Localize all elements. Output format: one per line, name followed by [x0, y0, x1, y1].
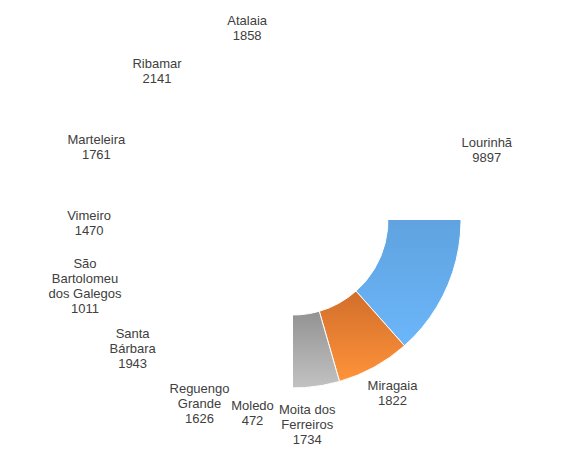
- label-name: Moita dosFerreiros: [279, 402, 336, 432]
- label-line: Vimeiro: [67, 208, 111, 223]
- label-line: Reguengo: [170, 381, 230, 396]
- data-label: Atalaia1858: [227, 13, 268, 43]
- label-line: Moledo: [231, 398, 274, 413]
- data-label: SantaBárbara1943: [109, 326, 156, 371]
- data-label: Moita dosFerreiros1734: [279, 402, 336, 447]
- label-line: Atalaia: [227, 13, 268, 28]
- data-label: Lourinhã9897: [461, 135, 512, 165]
- label-name: Miragaia: [368, 378, 419, 393]
- label-name: Marteleira: [67, 132, 126, 147]
- label-name: SãoBartolomeudos Galegos: [48, 256, 121, 301]
- label-line: dos Galegos: [48, 286, 121, 301]
- label-name: ReguengoGrande: [170, 381, 230, 411]
- label-value: 1761: [82, 147, 111, 162]
- label-name: Moledo: [231, 398, 274, 413]
- label-line: Ribamar: [132, 56, 182, 71]
- label-value: 1822: [378, 393, 407, 408]
- label-line: Santa: [116, 326, 151, 341]
- label-value: 1011: [71, 301, 99, 316]
- label-value: 2141: [143, 71, 172, 86]
- data-label: Moledo472: [231, 398, 274, 428]
- data-label: SãoBartolomeudos Galegos1011: [48, 256, 121, 316]
- label-value: 1734: [293, 432, 322, 447]
- label-line: Grande: [178, 396, 221, 411]
- label-value: 9897: [472, 150, 501, 165]
- label-line: Marteleira: [67, 132, 126, 147]
- label-line: Lourinhã: [461, 135, 512, 150]
- label-name: Atalaia: [227, 13, 268, 28]
- label-line: São: [73, 256, 96, 271]
- data-label: Marteleira1761: [67, 132, 126, 162]
- label-line: Bárbara: [109, 341, 156, 356]
- label-name: Vimeiro: [67, 208, 111, 223]
- label-value: 1470: [75, 223, 104, 238]
- data-label: Ribamar2141: [132, 56, 182, 86]
- chart: Lourinhã9897 Miragaia1822 Moita dosFerreir…: [0, 0, 587, 452]
- data-label: Miragaia1822: [368, 378, 419, 408]
- data-label: Vimeiro1470: [67, 208, 111, 238]
- label-name: Lourinhã: [461, 135, 512, 150]
- label-line: Miragaia: [368, 378, 419, 393]
- label-name: Ribamar: [132, 56, 182, 71]
- label-line: Bartolomeu: [52, 271, 118, 286]
- label-name: SantaBárbara: [109, 326, 156, 356]
- label-line: Moita dos: [279, 402, 336, 417]
- label-value: 1858: [233, 28, 262, 43]
- label-line: Ferreiros: [281, 417, 334, 432]
- label-value: 1943: [118, 356, 147, 371]
- data-labels: Lourinhã9897 Miragaia1822 Moita dosFerreir…: [48, 13, 512, 446]
- data-label: ReguengoGrande1626: [170, 381, 230, 426]
- label-value: 1626: [185, 411, 214, 426]
- slice: [293, 311, 339, 388]
- label-value: 472: [242, 413, 264, 428]
- slices: [293, 220, 461, 388]
